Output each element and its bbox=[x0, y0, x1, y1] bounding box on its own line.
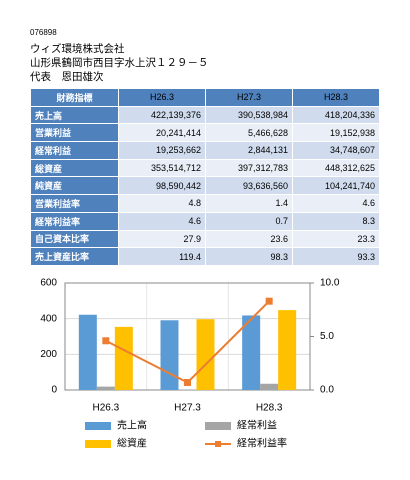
cell: 0.7 bbox=[205, 211, 293, 231]
cell: 104,241,740 bbox=[292, 176, 380, 196]
row-label: 営業利益率 bbox=[30, 194, 119, 213]
table-row: 総資産 353,514,712 397,312,783 448,312,625 bbox=[30, 158, 380, 178]
table-row: 純資産 98,590,442 93,636,560 104,241,740 bbox=[30, 176, 380, 196]
cell: 23.3 bbox=[292, 229, 380, 249]
bar bbox=[160, 320, 179, 390]
cell: 4.6 bbox=[292, 194, 380, 213]
legend-label: 総資産 bbox=[117, 437, 147, 450]
bar bbox=[178, 389, 197, 390]
x-tick-label: H28.3 bbox=[256, 403, 283, 414]
bar bbox=[114, 326, 133, 390]
row-label: 純資産 bbox=[30, 176, 119, 196]
line-marker bbox=[102, 337, 110, 345]
table-row: 営業利益 20,241,414 5,466,628 19,152,938 bbox=[30, 123, 380, 143]
representative: 代表 恩田雄次 bbox=[30, 71, 104, 83]
table-row: 経常利益 19,253,662 2,844,131 34,748,607 bbox=[30, 141, 380, 160]
y2-tick-label: 0.0 bbox=[320, 385, 334, 396]
row-label: 自己資本比率 bbox=[30, 229, 119, 249]
line-marker bbox=[265, 297, 273, 305]
bar bbox=[196, 319, 215, 390]
cell: 19,152,938 bbox=[292, 123, 380, 143]
cell: 93,636,560 bbox=[205, 176, 293, 196]
cell: 5,466,628 bbox=[205, 123, 293, 143]
cell: 19,253,662 bbox=[118, 141, 206, 160]
table-row: 売上資産比率 119.4 98.3 93.3 bbox=[30, 247, 380, 266]
cell: 353,514,712 bbox=[118, 158, 206, 178]
x-tick-label: H26.3 bbox=[92, 403, 119, 414]
y-tick-label: 400 bbox=[40, 313, 57, 324]
bar bbox=[96, 386, 115, 390]
cell: 119.4 bbox=[118, 247, 206, 266]
legend-label: 経常利益率 bbox=[237, 437, 287, 450]
bar bbox=[260, 383, 279, 390]
row-label: 財務指標 bbox=[30, 88, 119, 107]
y-tick-label: 600 bbox=[40, 278, 57, 289]
legend-label: 売上高 bbox=[117, 419, 147, 432]
cell: 20,241,414 bbox=[118, 123, 206, 143]
y-tick-label: 200 bbox=[40, 349, 57, 360]
y-tick-label: 0 bbox=[51, 385, 57, 396]
legend-swatch bbox=[85, 440, 111, 448]
y2-tick-label: 10.0 bbox=[320, 278, 340, 289]
financial-table: 財務指標 H26.3 H27.3 H28.3 売上高 422,139,376 390,538… bbox=[30, 88, 380, 266]
company: ウィズ環境株式会社 bbox=[30, 43, 125, 55]
legend-swatch bbox=[85, 422, 111, 430]
address: 山形県鶴岡市西目字水上沢１２９－５ bbox=[30, 57, 209, 69]
bar bbox=[278, 310, 297, 390]
row-label: 経常利益 bbox=[30, 141, 119, 160]
line-marker bbox=[184, 379, 191, 387]
bar bbox=[242, 315, 261, 390]
legend-label: 経常利益 bbox=[237, 419, 277, 432]
row-label: 売上高 bbox=[30, 105, 119, 125]
y2-tick-label: 5.0 bbox=[320, 331, 334, 342]
cell: 418,204,336 bbox=[292, 105, 380, 125]
legend-swatch bbox=[205, 422, 231, 430]
legend-swatch bbox=[215, 441, 221, 447]
cell: 98,590,442 bbox=[118, 176, 206, 196]
cell: 8.3 bbox=[292, 211, 380, 231]
bar bbox=[78, 314, 97, 390]
code: 076898 bbox=[30, 28, 57, 37]
cell: 422,139,376 bbox=[118, 105, 206, 125]
cell: 93.3 bbox=[292, 247, 380, 266]
plot-frame bbox=[64, 282, 311, 391]
x-tick-label: H27.3 bbox=[174, 403, 201, 414]
